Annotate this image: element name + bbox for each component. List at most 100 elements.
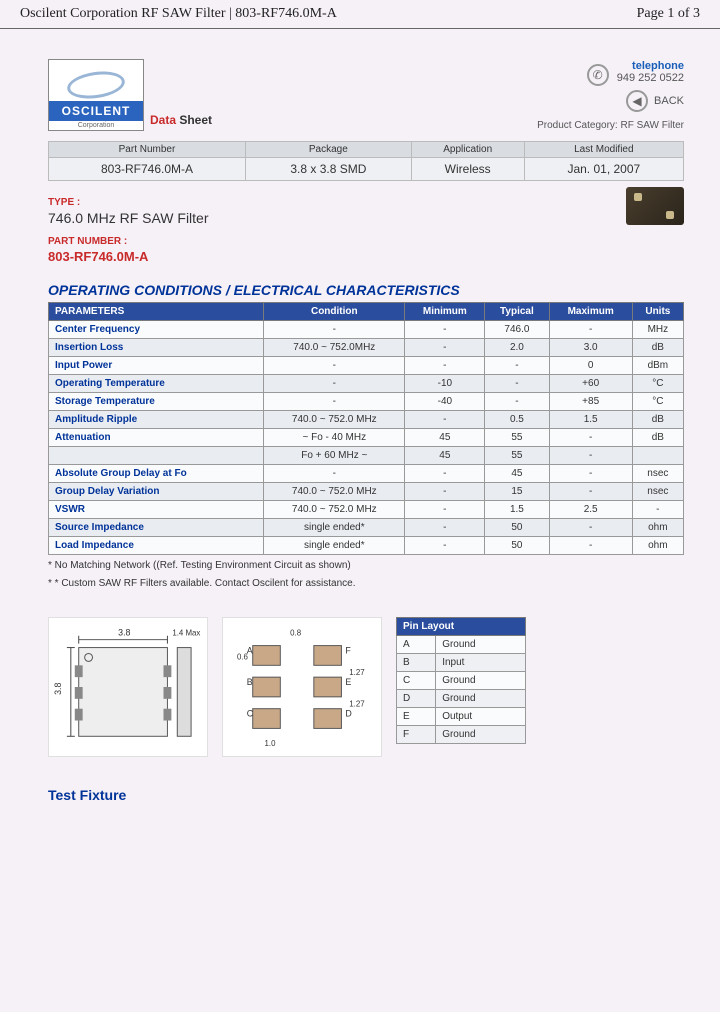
spec-cell: 50 — [485, 537, 549, 555]
spec-row: Operating Temperature--10-+60°C — [49, 375, 684, 393]
spec-cell: - — [485, 375, 549, 393]
spec-cell: ohm — [632, 537, 683, 555]
spec-cell: - — [264, 357, 405, 375]
pin-table-header: Pin Layout — [397, 618, 526, 636]
svg-text:1.27: 1.27 — [349, 668, 364, 677]
info-th: Application — [411, 142, 524, 158]
phone-icon: ✆ — [587, 64, 609, 86]
spec-cell: - — [405, 519, 485, 537]
info-table: Part Number Package Application Last Mod… — [48, 141, 684, 181]
svg-text:1.27: 1.27 — [349, 700, 364, 709]
spec-header-row: PARAMETERSConditionMinimumTypicalMaximum… — [49, 303, 684, 321]
svg-text:F: F — [345, 645, 351, 655]
pin-cell: D — [397, 690, 436, 708]
footnote-2: * * Custom SAW RF Filters available. Con… — [48, 577, 684, 591]
spec-param-cell: Amplitude Ripple — [49, 411, 264, 429]
spec-cell: -40 — [405, 393, 485, 411]
spec-th: Units — [632, 303, 683, 321]
info-th: Part Number — [49, 142, 246, 158]
spec-cell: dB — [632, 339, 683, 357]
pin-cell: F — [397, 726, 436, 744]
spec-param-cell: Operating Temperature — [49, 375, 264, 393]
spec-row: Insertion Loss740.0 ~ 752.0MHz-2.03.0dB — [49, 339, 684, 357]
spec-cell: ~ Fo - 40 MHz — [264, 429, 405, 447]
spec-cell: 0.5 — [485, 411, 549, 429]
spec-cell: Fo + 60 MHz ~ — [264, 447, 405, 465]
spec-row: Center Frequency--746.0-MHz — [49, 321, 684, 339]
contact-block: ✆ telephone 949 252 0522 ◀ BACK Product … — [537, 60, 684, 131]
section-title: OPERATING CONDITIONS / ELECTRICAL CHARAC… — [48, 282, 684, 298]
pin-layout-table: Pin Layout AGroundBInputCGroundDGroundEO… — [396, 617, 526, 744]
pin-cell: B — [397, 654, 436, 672]
spec-cell: 0 — [549, 357, 632, 375]
spec-cell: - — [549, 321, 632, 339]
spec-param-cell: Input Power — [49, 357, 264, 375]
spec-cell: 740.0 ~ 752.0 MHz — [264, 483, 405, 501]
diagrams-row: 3.8 3.8 1.4 Max — [48, 617, 684, 757]
spec-cell: °C — [632, 393, 683, 411]
svg-text:1.0: 1.0 — [265, 739, 277, 748]
spec-cell: - — [485, 357, 549, 375]
pn-label: PART NUMBER : — [48, 236, 684, 247]
svg-text:A: A — [247, 645, 253, 655]
spec-cell: - — [485, 393, 549, 411]
phone-number: 949 252 0522 — [617, 72, 684, 84]
spec-cell: 740.0 ~ 752.0 MHz — [264, 501, 405, 519]
spec-cell: - — [549, 519, 632, 537]
spec-param-cell: Absolute Group Delay at Fo — [49, 465, 264, 483]
spec-cell: 2.0 — [485, 339, 549, 357]
spec-cell: - — [405, 537, 485, 555]
spec-param-cell: Center Frequency — [49, 321, 264, 339]
info-td: Jan. 01, 2007 — [524, 158, 683, 181]
logo-image: OSCILENT Corporation — [48, 59, 144, 131]
logo-subtext: Corporation — [49, 121, 143, 130]
pin-row: EOutput — [397, 708, 526, 726]
info-header-row: Part Number Package Application Last Mod… — [49, 142, 684, 158]
spec-cell: 740.0 ~ 752.0MHz — [264, 339, 405, 357]
spec-cell: 45 — [405, 429, 485, 447]
spec-param-cell: Attenuation — [49, 429, 264, 447]
sheet-word: Sheet — [179, 113, 212, 127]
back-arrow-icon: ◀ — [626, 90, 648, 112]
svg-text:E: E — [345, 677, 351, 687]
spec-cell: - — [405, 411, 485, 429]
svg-text:0.8: 0.8 — [290, 629, 302, 638]
spec-cell: - — [549, 537, 632, 555]
spec-cell: - — [264, 465, 405, 483]
pin-cell: E — [397, 708, 436, 726]
logo-block: OSCILENT Corporation Data Sheet — [48, 59, 212, 131]
spec-param-cell: VSWR — [49, 501, 264, 519]
top-row: OSCILENT Corporation Data Sheet ✆ teleph… — [48, 59, 684, 131]
spec-param-cell: Storage Temperature — [49, 393, 264, 411]
pin-cell: Input — [436, 654, 526, 672]
pin-row: FGround — [397, 726, 526, 744]
footprint-drawing: 0.8 0.6 1.27 1.27 1.0 A B C F E D — [222, 617, 382, 757]
svg-text:3.8: 3.8 — [53, 682, 63, 694]
spec-cell: 45 — [405, 447, 485, 465]
page-header: Oscilent Corporation RF SAW Filter | 803… — [0, 0, 720, 29]
spec-cell: - — [549, 429, 632, 447]
info-th: Last Modified — [524, 142, 683, 158]
category-label: Product Category: — [537, 120, 618, 131]
info-th: Package — [245, 142, 411, 158]
spec-cell: dB — [632, 429, 683, 447]
spec-cell: ohm — [632, 519, 683, 537]
spec-cell: °C — [632, 375, 683, 393]
footnote-1: * No Matching Network ((Ref. Testing Env… — [48, 559, 684, 573]
back-link[interactable]: ◀ BACK — [537, 90, 684, 112]
type-section: TYPE : 746.0 MHz RF SAW Filter PART NUMB… — [48, 197, 684, 264]
spec-cell: +85 — [549, 393, 632, 411]
package-outline-drawing: 3.8 3.8 1.4 Max — [48, 617, 208, 757]
telephone-label: telephone — [617, 60, 684, 72]
spec-th: Minimum — [405, 303, 485, 321]
spec-row: Input Power---0dBm — [49, 357, 684, 375]
pin-cell: Ground — [436, 690, 526, 708]
spec-th: Maximum — [549, 303, 632, 321]
spec-cell: 746.0 — [485, 321, 549, 339]
spec-cell: nsec — [632, 465, 683, 483]
spec-cell: single ended* — [264, 537, 405, 555]
pin-cell: Ground — [436, 672, 526, 690]
pin-cell: Ground — [436, 726, 526, 744]
svg-text:3.8: 3.8 — [118, 628, 130, 638]
type-label: TYPE : — [48, 197, 684, 208]
